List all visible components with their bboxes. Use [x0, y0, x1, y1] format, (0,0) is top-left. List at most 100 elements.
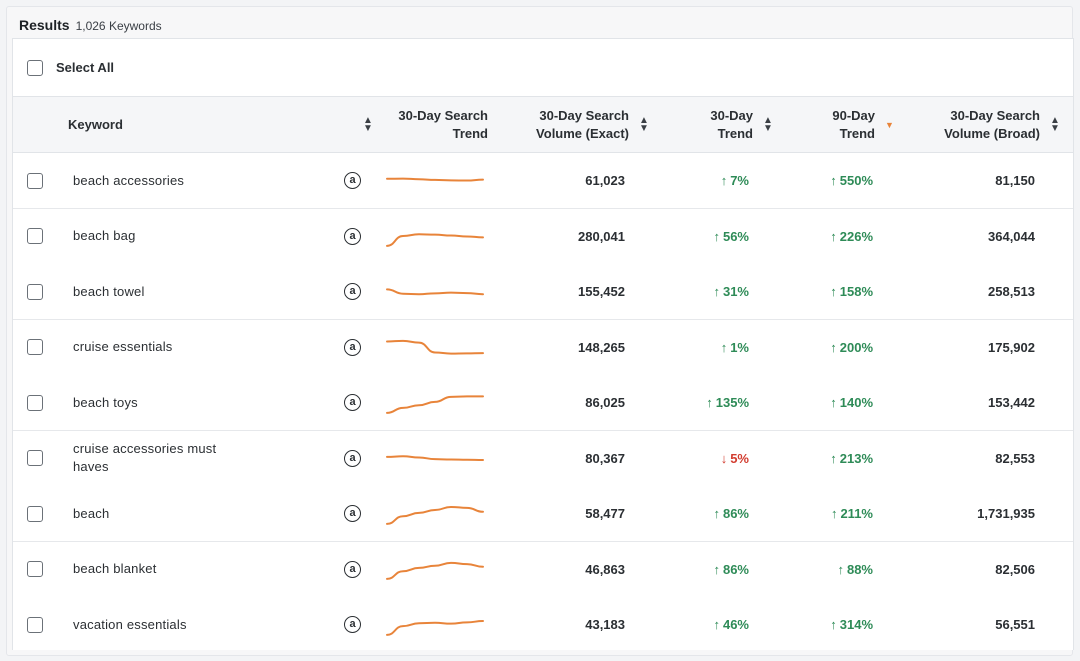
- keyword-text[interactable]: beach: [73, 505, 110, 521]
- sort-icon[interactable]: ▲ ▼: [1050, 115, 1060, 134]
- table-row[interactable]: beach blanket a 46,863 ↑ 86% ↑ 88% 82,50…: [13, 541, 1073, 598]
- trend-90-cell: ↑ 200%: [783, 320, 873, 375]
- table-row[interactable]: beach accessories a 61,023 ↑ 7% ↑ 550% 8…: [13, 153, 1073, 209]
- keyword-cell[interactable]: cruise accessories must haves: [73, 431, 223, 486]
- col-keyword[interactable]: Keyword: [68, 97, 123, 153]
- row-select[interactable]: [27, 375, 43, 430]
- keyword-cell[interactable]: vacation essentials: [73, 597, 223, 650]
- row-checkbox[interactable]: [27, 616, 43, 633]
- row-select[interactable]: [27, 320, 43, 375]
- col-volume-exact[interactable]: 30-Day Search Volume (Exact) ▲ ▼: [513, 97, 655, 153]
- col-volume-broad[interactable]: 30-Day Search Volume (Broad) ▲ ▼: [923, 97, 1073, 153]
- keyword-cell[interactable]: beach blanket: [73, 542, 223, 597]
- col-trend-90-line2: Trend: [839, 126, 875, 141]
- amazon-icon[interactable]: a: [344, 283, 361, 300]
- table-row[interactable]: beach toys a 86,025 ↑ 135% ↑ 140% 153,44…: [13, 375, 1073, 431]
- col-trend-90[interactable]: 90-Day Trend ▼: [783, 97, 903, 153]
- row-checkbox[interactable]: [27, 339, 43, 355]
- keyword-text[interactable]: vacation essentials: [73, 616, 187, 632]
- sort-desc-icon[interactable]: ▼: [885, 120, 894, 130]
- amazon-icon[interactable]: a: [344, 227, 361, 245]
- row-select[interactable]: [27, 597, 43, 650]
- amazon-link[interactable]: a: [344, 375, 361, 430]
- trend-30-cell: ↓ 5%: [663, 431, 749, 486]
- amazon-icon[interactable]: a: [344, 172, 361, 189]
- keyword-cell[interactable]: cruise essentials: [73, 320, 223, 375]
- table-row[interactable]: cruise accessories must haves a 80,367 ↓…: [13, 430, 1073, 487]
- col-trend-30[interactable]: 30-Day Trend ▲ ▼: [663, 97, 775, 153]
- row-checkbox[interactable]: [27, 228, 43, 244]
- row-checkbox[interactable]: [27, 394, 43, 411]
- volume-broad-cell: 364,044: [923, 209, 1035, 264]
- amazon-icon[interactable]: a: [344, 394, 361, 411]
- volume-broad-cell: 1,731,935: [923, 486, 1035, 541]
- trend-90-value: 200%: [839, 339, 873, 355]
- table-row[interactable]: beach a 58,477 ↑ 86% ↑ 211% 1,731,935: [13, 486, 1073, 542]
- amazon-icon[interactable]: a: [344, 560, 361, 578]
- keyword-sort[interactable]: ▲ ▼: [353, 97, 373, 153]
- amazon-link[interactable]: a: [344, 209, 361, 264]
- volume-broad-value: 81,150: [995, 173, 1035, 188]
- select-all-label[interactable]: Select All: [56, 60, 115, 75]
- sort-icon[interactable]: ▲ ▼: [363, 115, 373, 134]
- keyword-cell[interactable]: beach accessories: [73, 153, 223, 208]
- table-row[interactable]: vacation essentials a 43,183 ↑ 46% ↑ 314…: [13, 597, 1073, 650]
- row-select[interactable]: [27, 542, 43, 597]
- arrow-up-icon: ↑: [830, 284, 837, 299]
- amazon-link[interactable]: a: [344, 431, 361, 486]
- keyword-cell[interactable]: beach towel: [73, 264, 223, 319]
- row-checkbox[interactable]: [27, 283, 43, 300]
- keyword-text[interactable]: beach towel: [73, 283, 145, 299]
- trend-30-value: 86%: [722, 561, 749, 577]
- volume-exact-cell: 80,367: [513, 431, 625, 486]
- amazon-link[interactable]: a: [344, 153, 361, 208]
- col-trend-30-line1: 30-Day: [710, 108, 753, 123]
- keyword-text[interactable]: cruise essentials: [73, 339, 173, 354]
- amazon-link[interactable]: a: [344, 542, 361, 597]
- row-checkbox[interactable]: [27, 450, 43, 466]
- row-select[interactable]: [27, 431, 43, 486]
- table-row[interactable]: cruise essentials a 148,265 ↑ 1% ↑ 200% …: [13, 319, 1073, 376]
- row-select[interactable]: [27, 153, 43, 208]
- table-row[interactable]: beach towel a 155,452 ↑ 31% ↑ 158% 258,5…: [13, 264, 1073, 320]
- col-search-trend[interactable]: 30-Day Search Trend: [383, 97, 488, 153]
- keyword-cell[interactable]: beach toys: [73, 375, 223, 430]
- amazon-link[interactable]: a: [344, 486, 361, 541]
- amazon-link[interactable]: a: [344, 320, 361, 375]
- trend-90-cell: ↑ 226%: [783, 209, 873, 264]
- keyword-text[interactable]: beach toys: [73, 394, 138, 410]
- volume-broad-value: 1,731,935: [977, 506, 1035, 521]
- sort-icon[interactable]: ▲ ▼: [763, 115, 773, 134]
- select-all-checkbox[interactable]: [27, 59, 43, 76]
- row-select[interactable]: [27, 264, 43, 319]
- amazon-icon[interactable]: a: [344, 449, 361, 467]
- keyword-text[interactable]: beach blanket: [73, 561, 157, 576]
- volume-exact-value: 80,367: [585, 450, 625, 466]
- amazon-link[interactable]: a: [344, 597, 361, 650]
- row-checkbox[interactable]: [27, 505, 43, 522]
- volume-exact-value: 86,025: [585, 395, 625, 410]
- volume-exact-cell: 155,452: [513, 264, 625, 319]
- amazon-icon[interactable]: a: [344, 505, 361, 522]
- sparkline-path: [386, 233, 484, 247]
- row-select[interactable]: [27, 486, 43, 541]
- table-row[interactable]: beach bag a 280,041 ↑ 56% ↑ 226% 364,044: [13, 208, 1073, 265]
- trend-30-value: 5%: [730, 450, 749, 466]
- amazon-link[interactable]: a: [344, 264, 361, 319]
- keyword-cell[interactable]: beach: [73, 486, 223, 541]
- volume-exact-cell: 58,477: [513, 486, 625, 541]
- keyword-cell[interactable]: beach bag: [73, 209, 223, 264]
- table-header: Keyword ▲ ▼ 30-Day Search Trend 30-Day Se…: [13, 97, 1073, 153]
- arrow-up-icon: ↑: [830, 450, 837, 466]
- row-select[interactable]: [27, 209, 43, 264]
- amazon-icon[interactable]: a: [344, 616, 361, 633]
- keyword-text[interactable]: cruise accessories must haves: [73, 441, 217, 474]
- trend-90-cell: ↑ 88%: [783, 542, 873, 597]
- amazon-icon[interactable]: a: [344, 338, 361, 356]
- trend-30-cell: ↑ 86%: [663, 542, 749, 597]
- row-checkbox[interactable]: [27, 561, 43, 577]
- row-checkbox[interactable]: [27, 172, 43, 189]
- sort-icon[interactable]: ▲ ▼: [639, 115, 649, 134]
- keyword-text[interactable]: beach bag: [73, 228, 136, 243]
- keyword-text[interactable]: beach accessories: [73, 172, 185, 188]
